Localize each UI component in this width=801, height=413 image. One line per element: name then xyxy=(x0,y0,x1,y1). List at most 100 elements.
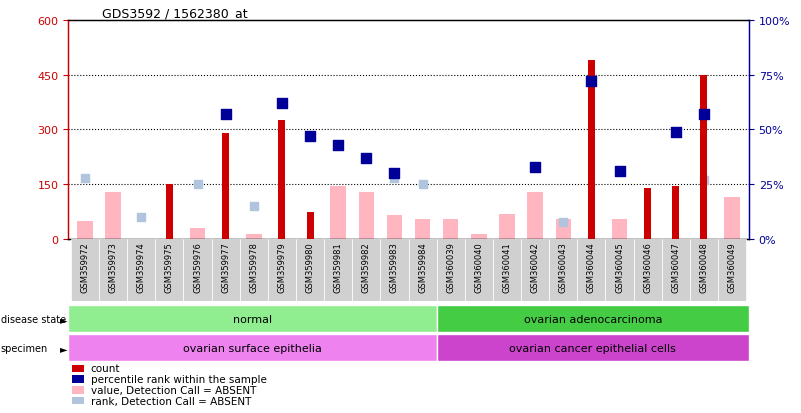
Bar xyxy=(387,216,402,240)
Bar xyxy=(437,306,749,332)
Text: GSM360044: GSM360044 xyxy=(587,241,596,292)
Text: GDS3592 / 1562380_at: GDS3592 / 1562380_at xyxy=(103,7,248,19)
Bar xyxy=(612,219,627,240)
Bar xyxy=(106,192,121,240)
Bar xyxy=(465,240,493,301)
Bar xyxy=(68,306,437,332)
Text: GSM360041: GSM360041 xyxy=(502,241,512,292)
Text: GSM359973: GSM359973 xyxy=(109,241,118,292)
Text: GSM360047: GSM360047 xyxy=(671,241,680,292)
Bar xyxy=(246,234,261,240)
Bar xyxy=(521,240,549,301)
Point xyxy=(698,177,710,184)
Text: GSM360048: GSM360048 xyxy=(699,241,708,292)
Point xyxy=(135,214,147,221)
Point xyxy=(191,182,204,188)
Bar xyxy=(77,221,93,240)
Bar xyxy=(127,240,155,301)
Text: normal: normal xyxy=(233,314,272,324)
Text: ►: ► xyxy=(60,343,67,353)
Text: GSM359979: GSM359979 xyxy=(277,241,287,292)
Bar xyxy=(662,240,690,301)
Text: ovarian surface epithelia: ovarian surface epithelia xyxy=(183,343,322,353)
Text: GSM359976: GSM359976 xyxy=(193,241,202,292)
Text: GSM360040: GSM360040 xyxy=(474,241,483,292)
Text: GSM359984: GSM359984 xyxy=(418,241,427,292)
Bar xyxy=(556,219,571,240)
Bar xyxy=(443,219,458,240)
Text: GSM360046: GSM360046 xyxy=(643,241,652,292)
Bar xyxy=(499,214,515,240)
Text: value, Detection Call = ABSENT: value, Detection Call = ABSENT xyxy=(91,385,256,395)
Text: GSM359981: GSM359981 xyxy=(334,241,343,292)
Bar xyxy=(437,240,465,301)
Text: GSM359974: GSM359974 xyxy=(137,241,146,292)
Bar xyxy=(549,240,578,301)
Bar xyxy=(68,335,437,361)
Bar xyxy=(331,187,346,240)
Bar xyxy=(71,240,99,301)
Bar xyxy=(606,240,634,301)
Text: ovarian cancer epithelial cells: ovarian cancer epithelial cells xyxy=(509,343,676,353)
Text: GSM359977: GSM359977 xyxy=(221,241,230,292)
Bar xyxy=(588,61,595,240)
Point xyxy=(529,164,541,171)
Bar xyxy=(634,240,662,301)
Bar xyxy=(415,219,430,240)
Bar xyxy=(718,240,746,301)
Text: ovarian adenocarcinoma: ovarian adenocarcinoma xyxy=(524,314,662,324)
Text: GSM359982: GSM359982 xyxy=(362,241,371,292)
Bar xyxy=(155,240,183,301)
Bar xyxy=(99,240,127,301)
Text: GSM360039: GSM360039 xyxy=(446,241,455,292)
Point xyxy=(360,155,372,162)
Text: GSM359978: GSM359978 xyxy=(249,241,258,292)
Text: GSM359983: GSM359983 xyxy=(390,241,399,292)
Bar xyxy=(493,240,521,301)
Text: percentile rank within the sample: percentile rank within the sample xyxy=(91,374,267,384)
Bar xyxy=(700,75,707,240)
Bar xyxy=(359,192,374,240)
Point xyxy=(248,204,260,210)
Bar xyxy=(239,240,268,301)
Bar xyxy=(690,240,718,301)
Text: disease state: disease state xyxy=(1,314,66,324)
Text: GSM360045: GSM360045 xyxy=(615,241,624,292)
Bar xyxy=(222,134,229,240)
Point xyxy=(417,182,429,188)
Bar xyxy=(724,197,740,240)
Bar xyxy=(437,335,749,361)
Text: GSM360043: GSM360043 xyxy=(559,241,568,292)
Point xyxy=(388,171,400,177)
Point xyxy=(276,100,288,107)
Text: specimen: specimen xyxy=(1,343,48,353)
Bar xyxy=(352,240,380,301)
Bar xyxy=(471,234,486,240)
Bar xyxy=(279,121,285,240)
Bar xyxy=(211,240,239,301)
Bar xyxy=(307,212,313,240)
Point xyxy=(78,175,91,182)
Text: GSM359975: GSM359975 xyxy=(165,241,174,292)
Point xyxy=(585,78,598,85)
Point xyxy=(219,112,232,118)
Bar xyxy=(166,185,173,240)
Point xyxy=(332,142,344,149)
Bar xyxy=(183,240,211,301)
Bar xyxy=(644,188,651,240)
Bar xyxy=(268,240,296,301)
Text: GSM359980: GSM359980 xyxy=(305,241,315,292)
Bar xyxy=(296,240,324,301)
Point xyxy=(388,175,400,182)
Text: count: count xyxy=(91,363,120,373)
Bar xyxy=(190,229,205,240)
Bar xyxy=(527,192,543,240)
Bar xyxy=(380,240,409,301)
Text: GSM360049: GSM360049 xyxy=(727,241,737,292)
Point xyxy=(613,169,626,175)
Point xyxy=(304,133,316,140)
Text: GSM360042: GSM360042 xyxy=(530,241,540,292)
Bar xyxy=(409,240,437,301)
Bar xyxy=(324,240,352,301)
Bar xyxy=(578,240,606,301)
